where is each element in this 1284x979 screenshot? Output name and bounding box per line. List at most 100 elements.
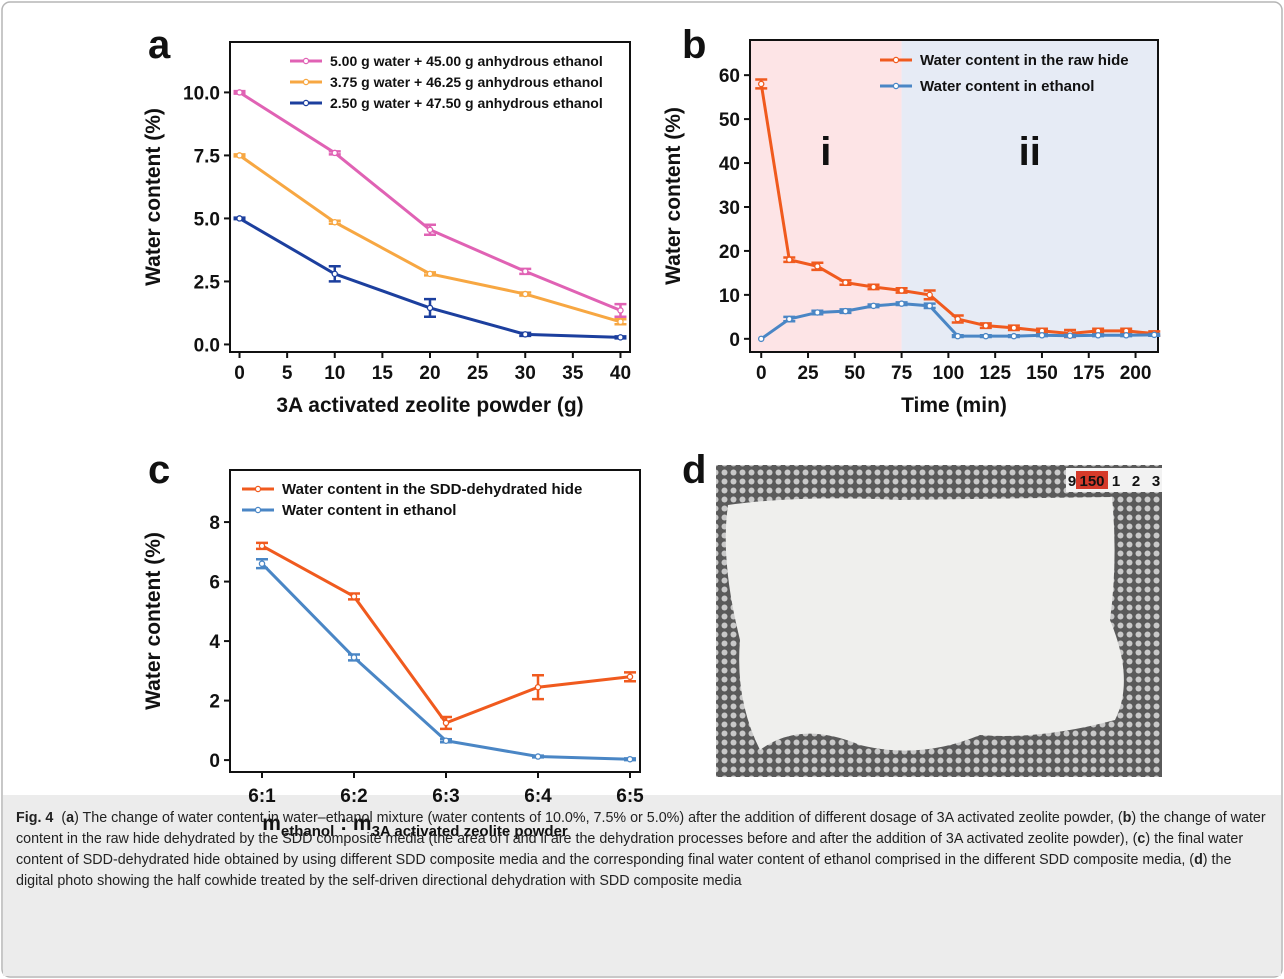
- y-tick-label: 0: [209, 751, 220, 772]
- legend-label: 3.75 g water + 46.25 g anhydrous ethanol: [330, 74, 603, 90]
- legend-label: Water content in ethanol: [920, 78, 1094, 95]
- caption-panel-ref: c: [1137, 831, 1146, 847]
- caption-label: Fig. 4: [16, 810, 54, 826]
- data-point: [350, 593, 358, 600]
- x-tick-label: 75: [891, 363, 913, 384]
- data-point: [331, 149, 339, 157]
- caption-panel-ref: a: [66, 810, 75, 826]
- x-axis-label: Time (min): [901, 394, 1007, 417]
- x-tick-label: 150: [1026, 363, 1058, 384]
- y-tick-label: 4: [209, 632, 220, 653]
- x-axis-label: 3A activated zeolite powder (g): [276, 394, 583, 417]
- data-point: [236, 89, 243, 96]
- x-tick-label: 30: [515, 363, 536, 384]
- data-point: [814, 263, 821, 270]
- data-point: [1122, 332, 1130, 339]
- legend-marker: [892, 56, 900, 64]
- data-point: [236, 152, 243, 159]
- y-tick-label: 50: [719, 110, 740, 131]
- x-tick-label: 25: [467, 363, 489, 384]
- data-point: [331, 270, 339, 278]
- data-point: [426, 304, 434, 312]
- data-point: [521, 268, 529, 275]
- x-tick-label: 6:3: [432, 786, 459, 807]
- data-point: [954, 315, 961, 323]
- data-point: [626, 755, 634, 763]
- ruler-label: 1: [1112, 473, 1120, 490]
- caption-text: (: [61, 810, 67, 826]
- x-tick-label: 20: [419, 363, 440, 384]
- x-tick-label: 40: [610, 363, 631, 384]
- caption-text: ) the digital photo showing the half cow…: [16, 852, 1232, 889]
- x-axis-label-part: ethanol: [281, 823, 334, 840]
- data-point: [258, 560, 266, 567]
- data-point: [757, 335, 765, 343]
- x-tick-label: 50: [844, 363, 865, 384]
- y-tick-label: 2: [209, 692, 220, 713]
- data-point: [350, 654, 358, 661]
- data-point: [534, 683, 542, 691]
- x-tick-label: 15: [372, 363, 394, 384]
- caption-text: ) The change of water content in water–e…: [74, 810, 1123, 826]
- x-tick-label: 125: [979, 363, 1011, 384]
- data-point: [1066, 332, 1074, 339]
- x-tick-label: 35: [562, 363, 584, 384]
- y-tick-label: 0.0: [194, 335, 220, 356]
- y-tick-label: 60: [719, 66, 740, 87]
- y-tick-label: 40: [719, 154, 740, 175]
- x-tick-label: 6:4: [524, 786, 552, 807]
- legend-marker: [254, 485, 262, 493]
- x-axis-label-part: : m: [334, 812, 371, 835]
- x-tick-label: 5: [282, 363, 293, 384]
- x-axis-label: methanol : m3A activated zeolite powder: [262, 812, 568, 840]
- data-point: [870, 302, 877, 310]
- panel-label: c: [148, 448, 170, 492]
- data-point: [1038, 332, 1046, 339]
- plot-frame: [749, 39, 1159, 353]
- data-point: [442, 719, 450, 727]
- data-point: [842, 279, 849, 286]
- y-axis-label: Water content (%): [142, 108, 165, 286]
- region: [901, 40, 1158, 352]
- x-axis-label-part: m: [262, 812, 281, 835]
- legend-label: 2.50 g water + 47.50 g anhydrous ethanol: [330, 95, 603, 111]
- y-tick-label: 2.5: [194, 272, 221, 293]
- panel-label: d: [682, 448, 706, 492]
- region-label: ii: [1019, 130, 1041, 174]
- data-point: [617, 318, 624, 326]
- data-point: [626, 673, 634, 681]
- legend-label: 5.00 g water + 45.00 g anhydrous ethanol: [330, 53, 603, 69]
- data-point: [898, 300, 905, 307]
- data-point: [870, 283, 877, 291]
- data-point: [757, 80, 765, 88]
- y-tick-label: 8: [209, 513, 220, 534]
- data-point: [617, 334, 624, 341]
- x-tick-label: 0: [756, 363, 767, 384]
- data-point: [1151, 331, 1158, 339]
- legend-marker: [254, 506, 262, 514]
- data-point: [442, 737, 450, 745]
- region: [750, 40, 902, 352]
- x-axis-label-part: 3A activated zeolite powder: [372, 823, 568, 840]
- data-point: [926, 302, 933, 310]
- caption-panel-ref: b: [1122, 810, 1132, 826]
- x-tick-label: 100: [933, 363, 965, 384]
- plot-frame: [229, 469, 641, 773]
- legend-label: Water content in the raw hide: [920, 52, 1129, 69]
- data-point: [786, 315, 793, 323]
- data-point: [926, 291, 933, 299]
- x-tick-label: 25: [797, 363, 819, 384]
- data-point: [814, 309, 821, 316]
- data-point: [842, 307, 849, 315]
- data-point: [521, 290, 529, 298]
- ruler-marker: [1076, 471, 1108, 489]
- legend-marker: [302, 78, 310, 86]
- y-tick-label: 20: [719, 242, 740, 263]
- region-label: i: [820, 130, 831, 174]
- panel-label: a: [148, 23, 171, 67]
- data-point: [982, 332, 990, 340]
- x-tick-label: 6:1: [248, 786, 276, 807]
- x-tick-label: 0: [234, 363, 245, 384]
- data-point: [236, 215, 243, 222]
